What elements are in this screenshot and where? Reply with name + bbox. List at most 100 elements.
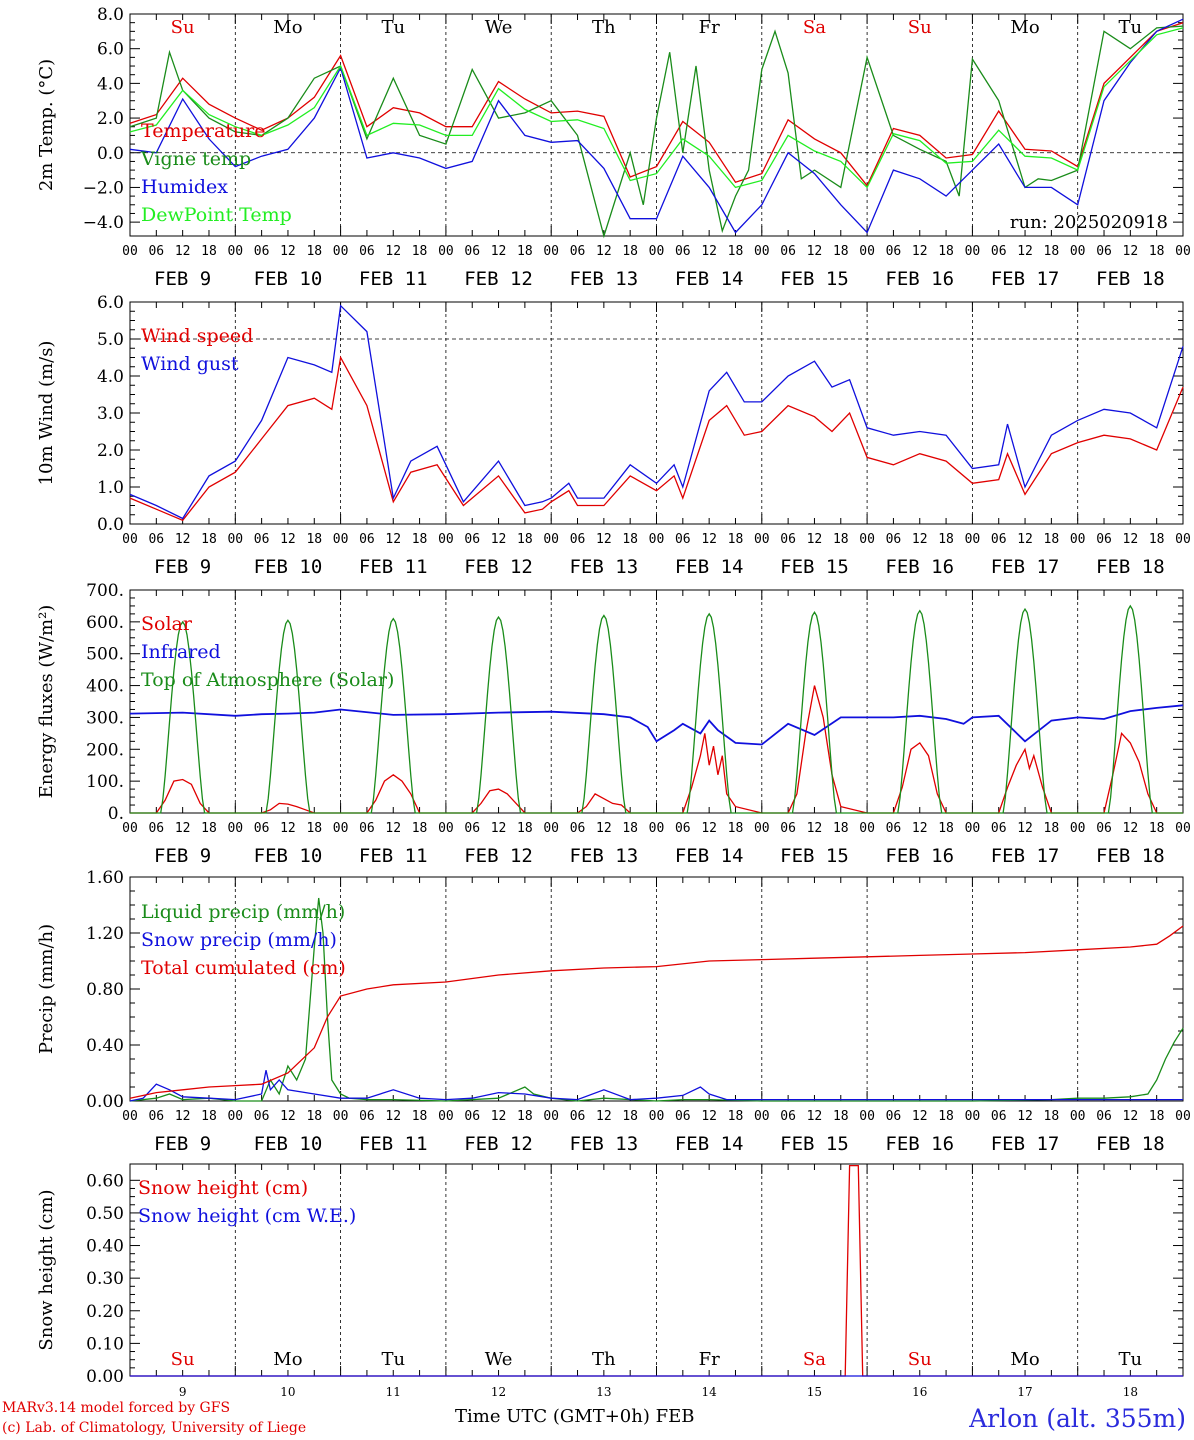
y-tick-label: 8.0 [97,5,124,25]
series-line-liquid-precip-mm-h- [129,897,1184,1102]
hour-tick-label: 06 [675,821,691,836]
hour-tick-label: 18 [201,244,217,259]
hour-tick-label: 00 [1070,532,1086,547]
y-tick-label: 0.30 [86,1269,124,1289]
y-tick-label: 0.40 [86,1036,124,1056]
hour-tick-label: 18 [412,1109,428,1124]
hour-tick-label: 12 [385,821,401,836]
hour-tick-label: 06 [780,1109,796,1124]
y-tick-label: 400. [86,677,124,697]
hour-tick-label: 00 [965,244,981,259]
y-axis-title: Snow height (cm) [36,1189,57,1350]
hour-tick-label: 06 [675,1109,691,1124]
weekday-label: Su [908,1349,932,1370]
y-tick-label: 1.0 [97,478,124,498]
y-tick-label: 1.20 [86,924,124,944]
date-label: FEB 14 [675,556,744,578]
hour-tick-label: 18 [833,532,849,547]
hour-tick-label: 06 [886,1109,902,1124]
y-tick-label: 100. [86,772,124,792]
hour-tick-label: 06 [570,244,586,259]
hour-tick-label: 06 [886,532,902,547]
hour-tick-label: 06 [780,821,796,836]
y-axis-title: 2m Temp. (°C) [36,59,57,191]
hour-tick-label: 00 [227,244,243,259]
weekday-label: Mo [1010,1349,1039,1370]
series-line-dewpoint-temp [129,27,1184,189]
date-label: FEB 17 [991,268,1060,290]
hour-tick-label: 18 [201,821,217,836]
hour-tick-label: 18 [728,821,744,836]
x-axis-label: Time UTC (GMT+0h) [455,1406,650,1427]
hour-tick-label: 18 [622,1109,638,1124]
weekday-label: Tu [1119,17,1143,38]
hour-tick-label: 18 [833,821,849,836]
hour-tick-label: 06 [1096,532,1112,547]
hour-tick-label: 12 [385,244,401,259]
date-label: FEB 12 [464,268,533,290]
legend-entry: Vigne temp [140,148,251,170]
weekday-label: Su [171,1349,195,1370]
hour-tick-label: 06 [359,1109,375,1124]
hour-tick-label: 12 [912,532,928,547]
hour-tick-label: 18 [306,244,322,259]
series-line-top-of-atmosphere-solar- [130,604,1183,814]
series-line-wind-speed [129,355,1184,522]
hour-tick-label: 06 [359,244,375,259]
y-tick-label: 0. [108,804,124,824]
hour-tick-label: 06 [675,244,691,259]
run-annotation: run: 2025020918 [1010,212,1168,233]
date-label: FEB 15 [780,556,849,578]
date-label: FEB 17 [991,845,1060,867]
legend-entry: Total cumulated (cm) [141,957,346,979]
hour-tick-label: 12 [175,244,191,259]
hour-tick-label: 12 [701,532,717,547]
date-label: FEB 10 [254,1133,323,1155]
hour-tick-label: 18 [201,532,217,547]
hour-tick-label: 12 [280,244,296,259]
weekday-label: Mo [273,17,302,38]
model-credit: MARv3.14 model forced by GFS [2,1400,231,1416]
series-line-wind-gust [129,304,1184,520]
hour-tick-label: 12 [1123,821,1139,836]
hour-tick-label: 18 [1044,821,1060,836]
hour-tick-label: 00 [438,821,454,836]
date-label: FEB 14 [675,1133,744,1155]
day-number-label: 15 [807,1385,822,1399]
legend-entry: Temperature [141,120,265,142]
hour-tick-label: 12 [491,1109,507,1124]
day-number-label: 10 [280,1385,295,1399]
hour-tick-label: 12 [280,821,296,836]
hour-tick-label: 00 [965,821,981,836]
y-tick-label: −4.0 [83,213,124,233]
hour-tick-label: 18 [412,244,428,259]
hour-tick-label: 12 [912,244,928,259]
weekday-label: Th [592,1349,616,1370]
hour-tick-label: 00 [754,244,770,259]
hour-tick-label: 06 [675,532,691,547]
x-axis-month: FEB [655,1406,695,1427]
hour-tick-label: 06 [254,1109,270,1124]
hour-tick-label: 06 [570,1109,586,1124]
date-label: FEB 10 [254,845,323,867]
date-label: FEB 16 [885,556,954,578]
hour-tick-label: 18 [517,244,533,259]
date-label: FEB 9 [154,556,211,578]
series-line-total-cumulated-cm- [129,925,1184,1099]
hour-tick-label: 00 [859,532,875,547]
hour-tick-label: 12 [280,532,296,547]
date-label: FEB 16 [885,845,954,867]
hour-tick-label: 18 [622,821,638,836]
weekday-label: Th [592,17,616,38]
date-label: FEB 14 [675,845,744,867]
hour-tick-label: 12 [280,1109,296,1124]
hour-tick-label: 00 [122,821,138,836]
date-label: FEB 12 [464,845,533,867]
date-label: FEB 18 [1096,556,1165,578]
hour-tick-label: 00 [227,821,243,836]
panel-energy: 0. 100. 200. 300. 400. 500. 600. 700. Energy flu… [36,581,1191,867]
day-number-label: 18 [1123,1385,1138,1399]
date-label: FEB 16 [885,1133,954,1155]
hour-tick-label: 18 [1149,532,1165,547]
hour-tick-label: 00 [859,821,875,836]
